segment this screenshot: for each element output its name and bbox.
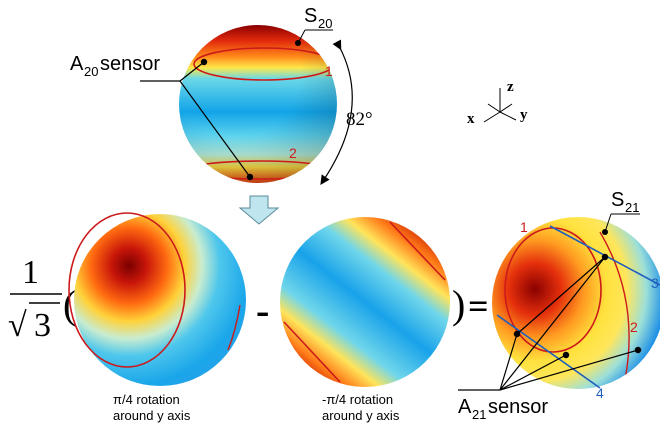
root-symbol: √ (8, 307, 27, 344)
middle-sphere (280, 217, 450, 387)
close-paren: ) (452, 282, 465, 327)
root-radicand: 3 (34, 307, 51, 344)
top-ring-2-number: 2 (289, 145, 297, 161)
right-sphere (492, 217, 660, 389)
right-ring-4-number: 4 (596, 385, 604, 401)
left-caption-line1: π/4 rotation (113, 392, 180, 407)
top-ring-1-number: 1 (325, 63, 333, 79)
left-sphere (69, 213, 246, 386)
svg-text:A: A (458, 396, 472, 418)
svg-text:S: S (304, 5, 317, 27)
fraction-numerator: 1 (22, 254, 39, 291)
middle-caption-line1: -π/4 rotation (322, 392, 393, 407)
left-caption-line2: around y axis (113, 408, 191, 423)
middle-caption-line2: around y axis (322, 408, 400, 423)
minus-sign: - (256, 288, 269, 333)
axis-z-label: z (507, 79, 514, 95)
top-sphere (179, 25, 337, 183)
svg-text:sensor: sensor (100, 53, 160, 75)
right-ring-3-number: 3 (651, 275, 659, 291)
svg-text:21: 21 (625, 200, 639, 215)
svg-text:A: A (70, 53, 84, 75)
svg-text:20: 20 (318, 16, 332, 31)
svg-text:S: S (611, 189, 624, 211)
down-arrow (240, 196, 278, 224)
axis-x-label: x (467, 111, 475, 127)
svg-text:21: 21 (472, 407, 486, 422)
axis-y-label: y (520, 107, 528, 123)
angle-label: 82° (346, 109, 373, 130)
equals-sign: = (468, 286, 489, 326)
right-ring-1-number: 1 (520, 219, 528, 235)
right-ring-2-number: 2 (630, 319, 638, 335)
fraction: 1 √ 3 (8, 254, 62, 344)
svg-text:20: 20 (84, 64, 98, 79)
svg-text:sensor: sensor (488, 396, 548, 418)
